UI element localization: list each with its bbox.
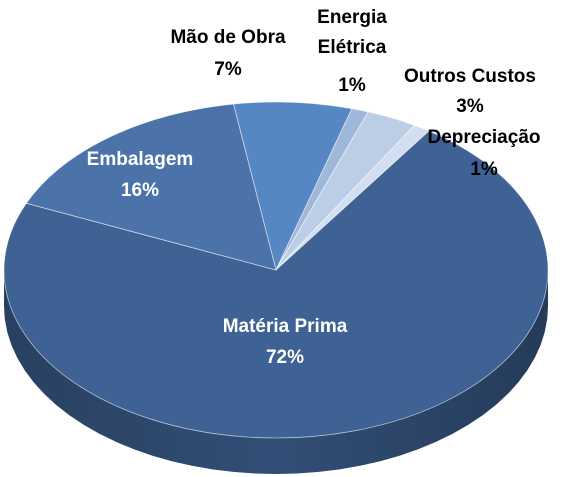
value-label: 72% [266,347,304,368]
category-label: Mão de Obra [170,27,286,48]
category-label-line: Energia [317,7,387,28]
category-label: Energia Elétrica [317,7,387,58]
category-label: Embalagem [87,149,194,170]
category-label: Outros Custos [404,66,536,87]
value-label: 7% [214,59,242,80]
pie-slice [25,103,277,271]
value-label: 1% [338,75,366,96]
value-label: 3% [456,96,484,117]
category-label: Matéria Prima [223,316,348,337]
value-label: 16% [121,180,159,201]
category-label: Depreciação [427,127,540,148]
category-label-line: Elétrica [318,37,387,58]
value-label: 1% [470,159,498,180]
pie-slice [232,101,353,272]
pie-slice [3,130,549,439]
pie-side-shade [4,270,548,474]
